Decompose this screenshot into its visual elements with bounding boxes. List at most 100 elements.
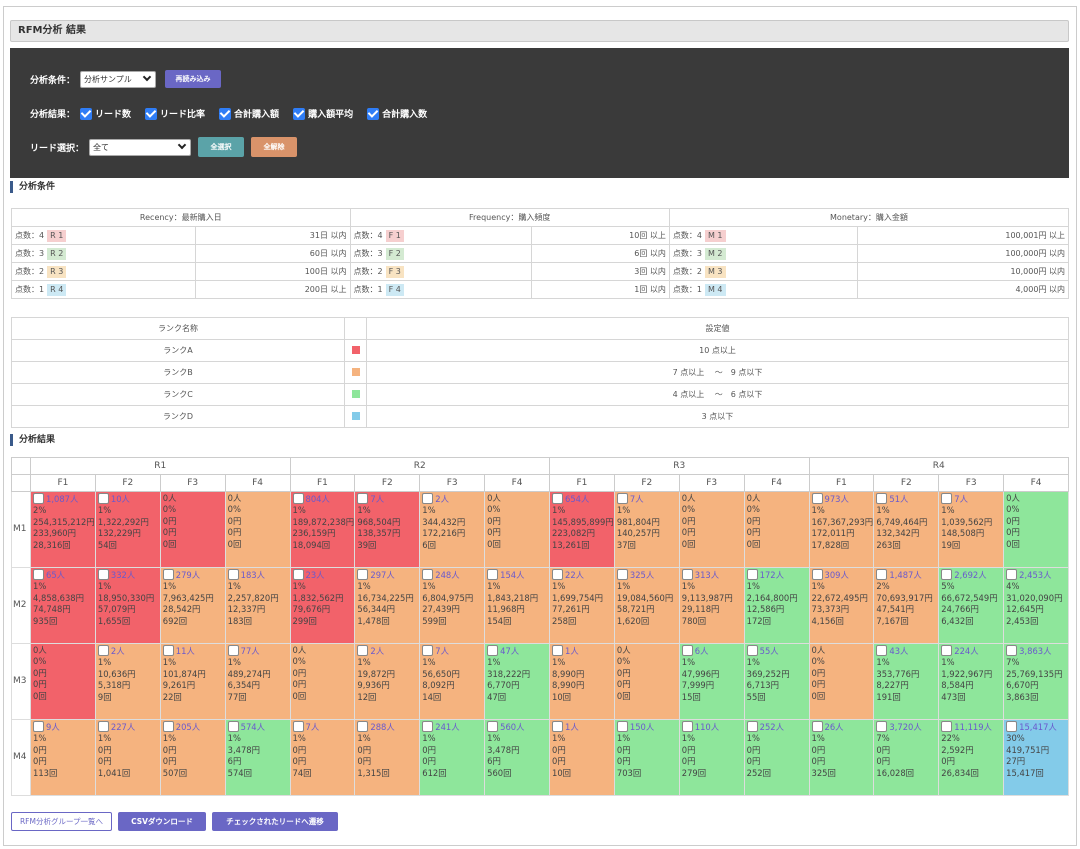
- lead-count-link[interactable]: 804人: [305, 494, 330, 504]
- lead-count-link[interactable]: 22人: [565, 570, 585, 580]
- cell-checkbox[interactable]: [357, 645, 369, 656]
- go-to-checked-leads-button[interactable]: チェックされたリードへ遷移: [212, 812, 338, 831]
- cell-checkbox[interactable]: [1006, 569, 1018, 580]
- cell-checkbox[interactable]: [941, 493, 953, 504]
- cell-checkbox[interactable]: [1006, 645, 1018, 656]
- cell-checkbox[interactable]: [422, 721, 434, 732]
- lead-count-link[interactable]: 574人: [240, 722, 265, 732]
- lead-count-link[interactable]: 205人: [175, 722, 201, 732]
- lead-count-link[interactable]: 172人: [759, 570, 784, 580]
- cell-checkbox[interactable]: [681, 569, 693, 580]
- lead-count-link[interactable]: 288人: [370, 722, 395, 732]
- lead-count-link[interactable]: 2,453人: [1019, 570, 1052, 580]
- lead-count-link[interactable]: 1,487人: [889, 570, 922, 580]
- cell-checkbox[interactable]: [1006, 721, 1018, 732]
- lead-count-link[interactable]: 654人: [565, 494, 590, 504]
- cell-checkbox[interactable]: [162, 645, 174, 656]
- lead-count-link[interactable]: 252人: [759, 722, 784, 732]
- lead-count-link[interactable]: 11人: [175, 646, 195, 656]
- cell-checkbox[interactable]: [357, 493, 369, 504]
- csv-download-button[interactable]: CSVダウンロード: [118, 812, 206, 831]
- cell-checkbox[interactable]: [97, 569, 109, 580]
- cell-checkbox[interactable]: [162, 721, 174, 732]
- lead-count-link[interactable]: 248人: [435, 570, 460, 580]
- lead-count-link[interactable]: 150人: [629, 722, 655, 732]
- lead-count-link[interactable]: 560人: [500, 722, 525, 732]
- lead-count-link[interactable]: 973人: [824, 494, 849, 504]
- cell-checkbox[interactable]: [746, 569, 758, 580]
- cell-checkbox[interactable]: [162, 569, 174, 580]
- lead-count-link[interactable]: 51人: [889, 494, 909, 504]
- lead-count-link[interactable]: 279人: [175, 570, 201, 580]
- check-total-count[interactable]: 合計購入数: [367, 107, 427, 120]
- cell-checkbox[interactable]: [487, 569, 499, 580]
- lead-count-link[interactable]: 3,863人: [1019, 646, 1052, 656]
- lead-select[interactable]: 全て: [89, 138, 192, 156]
- cell-checkbox[interactable]: [33, 721, 44, 732]
- cell-checkbox[interactable]: [876, 569, 888, 580]
- lead-count-link[interactable]: 77人: [240, 646, 260, 656]
- cell-checkbox[interactable]: [811, 493, 823, 504]
- cell-checkbox[interactable]: [811, 721, 823, 732]
- lead-count-link[interactable]: 2人: [435, 494, 449, 504]
- lead-count-link[interactable]: 47人: [500, 646, 520, 656]
- cell-checkbox[interactable]: [552, 645, 563, 656]
- cell-checkbox[interactable]: [292, 493, 304, 504]
- check-lead-ratio[interactable]: リード比率: [145, 107, 205, 120]
- cell-checkbox[interactable]: [941, 721, 953, 732]
- lead-count-link[interactable]: 154人: [500, 570, 525, 580]
- cell-checkbox[interactable]: [616, 493, 628, 504]
- cell-checkbox[interactable]: [616, 721, 628, 732]
- cell-checkbox[interactable]: [616, 569, 628, 580]
- cell-checkbox[interactable]: [33, 569, 44, 580]
- cell-checkbox[interactable]: [227, 721, 239, 732]
- cell-checkbox[interactable]: [876, 721, 888, 732]
- lead-count-link[interactable]: 6人: [694, 646, 709, 656]
- lead-count-link[interactable]: 7人: [954, 494, 968, 504]
- lead-count-link[interactable]: 2,692人: [954, 570, 987, 580]
- lead-count-link[interactable]: 241人: [435, 722, 460, 732]
- cell-checkbox[interactable]: [811, 569, 823, 580]
- cell-checkbox[interactable]: [422, 645, 434, 656]
- lead-count-link[interactable]: 11,119人: [954, 722, 992, 732]
- lead-count-link[interactable]: 9人: [46, 722, 60, 732]
- cell-checkbox[interactable]: [876, 645, 888, 656]
- cell-checkbox[interactable]: [941, 569, 953, 580]
- lead-count-link[interactable]: 297人: [370, 570, 395, 580]
- lead-count-link[interactable]: 2人: [110, 646, 125, 656]
- cell-checkbox[interactable]: [487, 721, 499, 732]
- select-all-button[interactable]: 全選択: [198, 137, 245, 157]
- reload-button[interactable]: 再読み込み: [165, 70, 222, 88]
- cell-checkbox[interactable]: [33, 493, 44, 504]
- cell-checkbox[interactable]: [97, 493, 109, 504]
- cell-checkbox[interactable]: [357, 721, 369, 732]
- lead-count-link[interactable]: 23人: [305, 570, 325, 580]
- cell-checkbox[interactable]: [227, 569, 239, 580]
- lead-count-link[interactable]: 325人: [629, 570, 655, 580]
- lead-count-link[interactable]: 15,417人: [1019, 722, 1057, 732]
- cell-checkbox[interactable]: [941, 645, 953, 656]
- lead-count-link[interactable]: 7人: [435, 646, 449, 656]
- lead-count-link[interactable]: 10人: [110, 494, 130, 504]
- lead-count-link[interactable]: 1人: [565, 646, 579, 656]
- check-lead-count[interactable]: リード数: [80, 107, 131, 120]
- lead-count-link[interactable]: 65人: [46, 570, 66, 580]
- check-total-amount[interactable]: 合計購入額: [219, 107, 279, 120]
- cell-checkbox[interactable]: [552, 493, 563, 504]
- lead-count-link[interactable]: 332人: [110, 570, 136, 580]
- lead-count-link[interactable]: 183人: [240, 570, 265, 580]
- cell-checkbox[interactable]: [422, 569, 434, 580]
- lead-count-link[interactable]: 313人: [694, 570, 720, 580]
- cell-checkbox[interactable]: [357, 569, 369, 580]
- lead-count-link[interactable]: 7人: [370, 494, 385, 504]
- cell-checkbox[interactable]: [97, 645, 109, 656]
- lead-count-link[interactable]: 1人: [565, 722, 579, 732]
- cell-checkbox[interactable]: [746, 645, 758, 656]
- cell-checkbox[interactable]: [552, 721, 563, 732]
- cell-checkbox[interactable]: [681, 721, 693, 732]
- cell-checkbox[interactable]: [681, 645, 693, 656]
- lead-count-link[interactable]: 227人: [110, 722, 136, 732]
- lead-count-link[interactable]: 26人: [824, 722, 844, 732]
- cell-checkbox[interactable]: [746, 721, 758, 732]
- cell-checkbox[interactable]: [292, 569, 304, 580]
